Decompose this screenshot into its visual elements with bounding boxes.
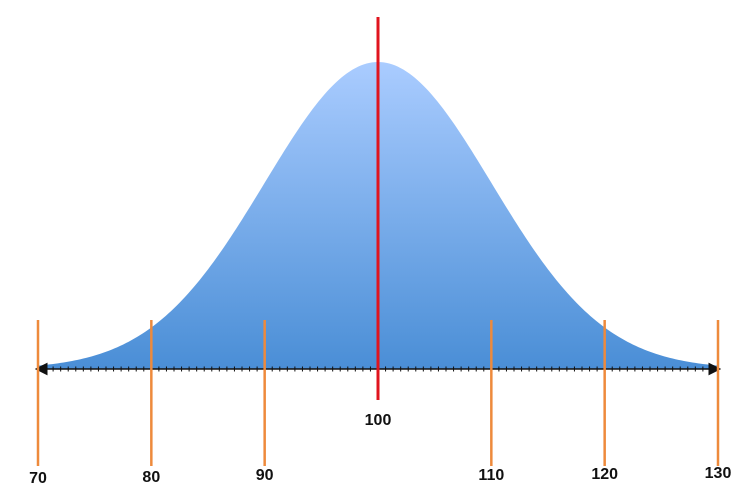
tick-label-90: 90	[256, 467, 274, 484]
mean-label: 100	[365, 412, 392, 429]
tick-label-110: 110	[478, 467, 504, 484]
tick-label-80: 80	[142, 469, 160, 486]
tick-label-120: 120	[591, 466, 618, 483]
tick-label-130: 130	[705, 465, 732, 482]
tick-label-70: 70	[29, 470, 47, 487]
